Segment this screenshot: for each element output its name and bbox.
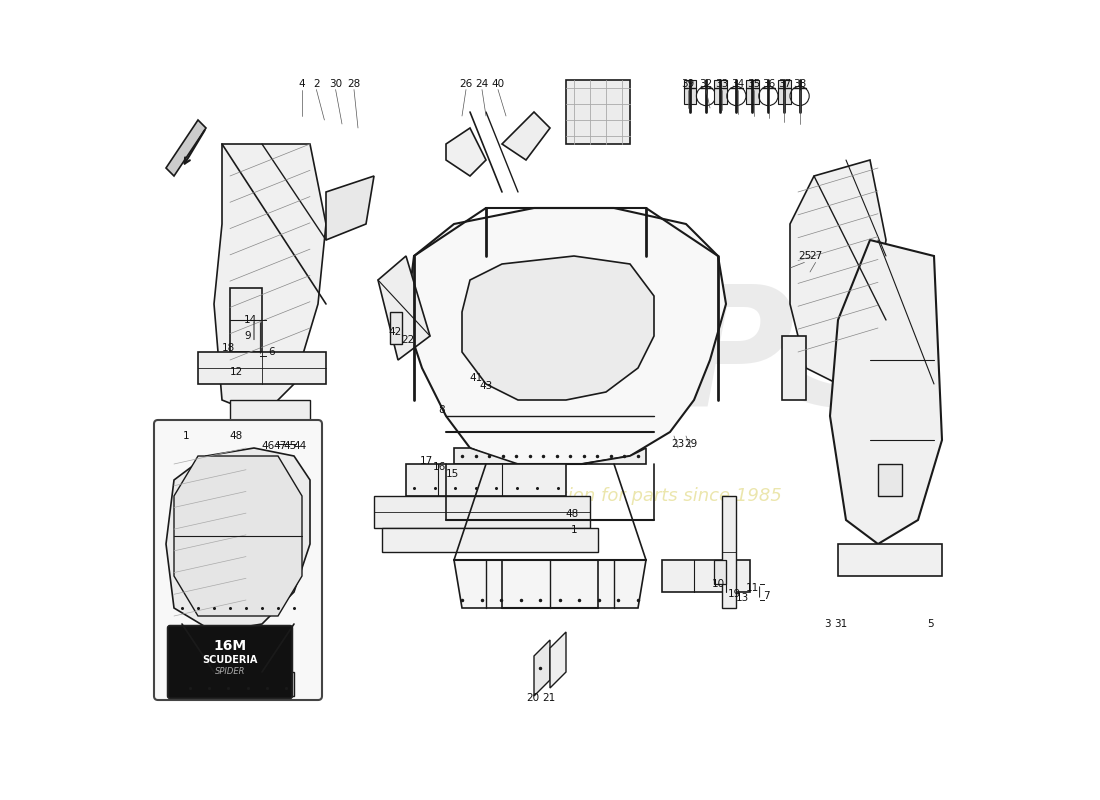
Polygon shape xyxy=(462,256,654,400)
Polygon shape xyxy=(662,560,750,592)
Polygon shape xyxy=(406,464,566,496)
Text: 42: 42 xyxy=(388,327,401,337)
Text: GPS: GPS xyxy=(537,278,915,442)
Text: 2: 2 xyxy=(314,79,320,89)
Text: 23: 23 xyxy=(671,439,684,449)
Text: 41: 41 xyxy=(470,373,483,382)
Polygon shape xyxy=(746,80,759,104)
Polygon shape xyxy=(714,560,726,584)
Polygon shape xyxy=(566,80,630,144)
Polygon shape xyxy=(326,176,374,240)
Polygon shape xyxy=(534,640,550,696)
Text: 25: 25 xyxy=(798,251,811,261)
Polygon shape xyxy=(790,160,886,384)
Polygon shape xyxy=(282,436,298,452)
Polygon shape xyxy=(382,528,598,552)
Text: 15: 15 xyxy=(446,469,459,478)
Text: 48: 48 xyxy=(230,431,243,441)
Text: 11: 11 xyxy=(746,583,759,593)
Text: 35: 35 xyxy=(747,79,760,89)
Text: 30: 30 xyxy=(329,79,342,89)
Text: 10: 10 xyxy=(712,579,725,589)
FancyBboxPatch shape xyxy=(154,420,322,700)
Text: 17: 17 xyxy=(420,456,433,466)
Polygon shape xyxy=(182,672,294,696)
Text: a passion for parts since 1985: a passion for parts since 1985 xyxy=(510,487,782,505)
Polygon shape xyxy=(550,632,566,688)
Text: 28: 28 xyxy=(348,79,361,89)
Polygon shape xyxy=(274,436,290,452)
Polygon shape xyxy=(454,560,646,608)
Text: 16: 16 xyxy=(433,462,447,472)
Text: 19: 19 xyxy=(727,589,740,598)
Text: 45: 45 xyxy=(284,442,297,451)
Polygon shape xyxy=(714,80,727,104)
Text: 36: 36 xyxy=(762,79,776,89)
Text: 6: 6 xyxy=(268,347,275,357)
Text: 5: 5 xyxy=(926,619,933,629)
Text: 43: 43 xyxy=(480,381,493,390)
Text: SPIDER: SPIDER xyxy=(214,667,245,677)
Text: 22: 22 xyxy=(402,335,415,345)
Text: 27: 27 xyxy=(808,251,822,261)
Text: 1: 1 xyxy=(183,431,189,441)
Polygon shape xyxy=(174,456,302,616)
Text: 39: 39 xyxy=(681,79,694,89)
Text: 26: 26 xyxy=(460,79,473,89)
Text: 7: 7 xyxy=(762,591,769,601)
Polygon shape xyxy=(166,448,310,632)
Polygon shape xyxy=(390,312,402,344)
Text: 37: 37 xyxy=(778,79,791,89)
Polygon shape xyxy=(878,464,902,496)
Polygon shape xyxy=(838,544,942,576)
Text: SCUDERIA: SCUDERIA xyxy=(202,655,257,665)
Text: 20: 20 xyxy=(526,693,539,702)
Text: 31: 31 xyxy=(835,619,848,629)
Polygon shape xyxy=(230,288,262,352)
Polygon shape xyxy=(683,80,696,104)
Polygon shape xyxy=(778,80,791,104)
Text: 33: 33 xyxy=(715,79,728,89)
Polygon shape xyxy=(502,112,550,160)
Text: 34: 34 xyxy=(732,79,745,89)
Text: 21: 21 xyxy=(542,693,556,702)
Text: 29: 29 xyxy=(684,439,697,449)
Polygon shape xyxy=(830,240,942,544)
Polygon shape xyxy=(454,448,646,464)
Text: 4: 4 xyxy=(299,79,306,89)
Text: 48: 48 xyxy=(565,509,579,518)
Text: 32: 32 xyxy=(700,79,713,89)
Text: 9: 9 xyxy=(244,331,251,341)
Text: 46: 46 xyxy=(262,442,275,451)
Text: 16M: 16M xyxy=(213,638,246,653)
Polygon shape xyxy=(374,496,590,528)
Text: 13: 13 xyxy=(736,594,749,603)
Text: 18: 18 xyxy=(222,343,235,353)
Polygon shape xyxy=(722,496,736,608)
Text: 12: 12 xyxy=(230,367,243,377)
Text: 14: 14 xyxy=(243,315,256,325)
Text: 3: 3 xyxy=(824,619,830,629)
Text: 1: 1 xyxy=(571,525,578,534)
Polygon shape xyxy=(230,400,310,424)
Text: 24: 24 xyxy=(475,79,488,89)
Polygon shape xyxy=(782,336,806,400)
Text: 38: 38 xyxy=(793,79,806,89)
Polygon shape xyxy=(166,120,206,176)
Text: 40: 40 xyxy=(492,79,505,89)
Polygon shape xyxy=(198,352,326,384)
Text: 8: 8 xyxy=(438,405,444,414)
Polygon shape xyxy=(446,128,486,176)
Text: 44: 44 xyxy=(294,442,307,451)
Text: 47: 47 xyxy=(273,442,286,451)
Polygon shape xyxy=(378,256,430,360)
FancyBboxPatch shape xyxy=(167,626,293,698)
Polygon shape xyxy=(214,144,326,416)
Polygon shape xyxy=(406,208,726,464)
